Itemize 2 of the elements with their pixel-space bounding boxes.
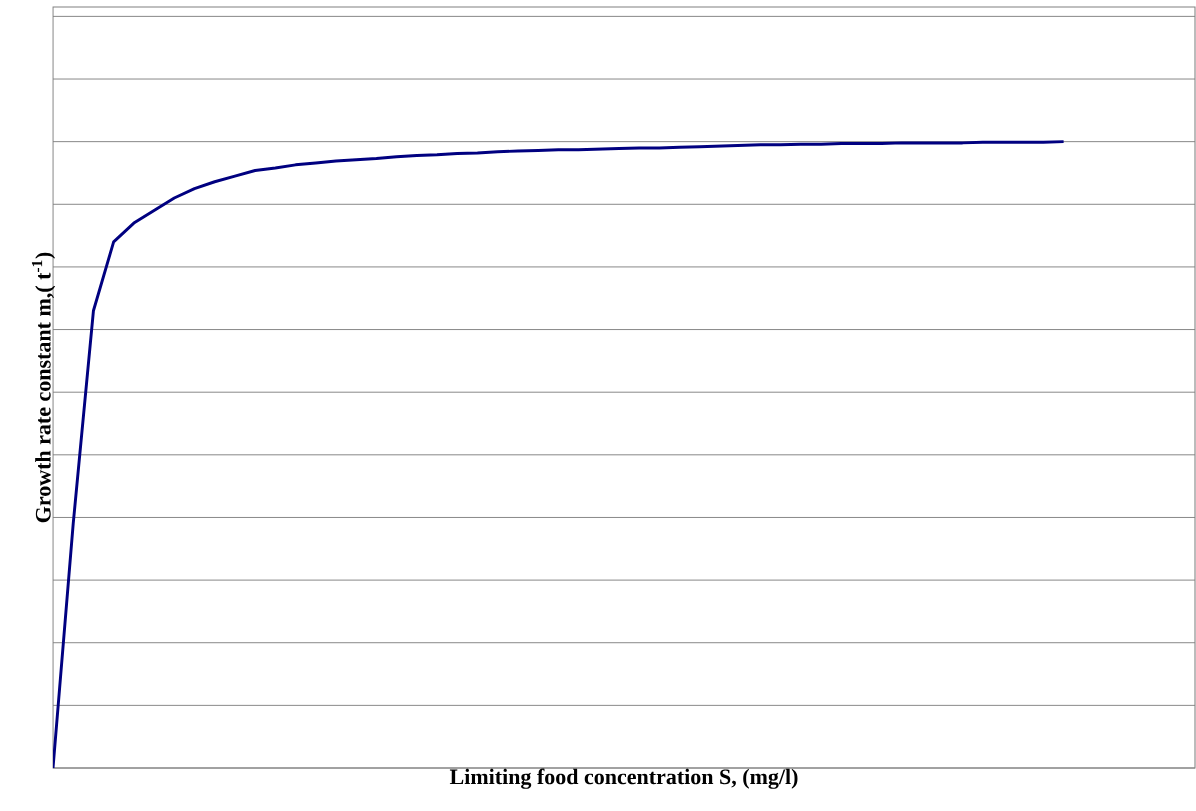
y-axis-title: Growth rate constant m,( t$^{-1}$) xyxy=(31,252,56,523)
x-axis-title: Limiting food concentration S, (mg/l) xyxy=(449,768,798,789)
